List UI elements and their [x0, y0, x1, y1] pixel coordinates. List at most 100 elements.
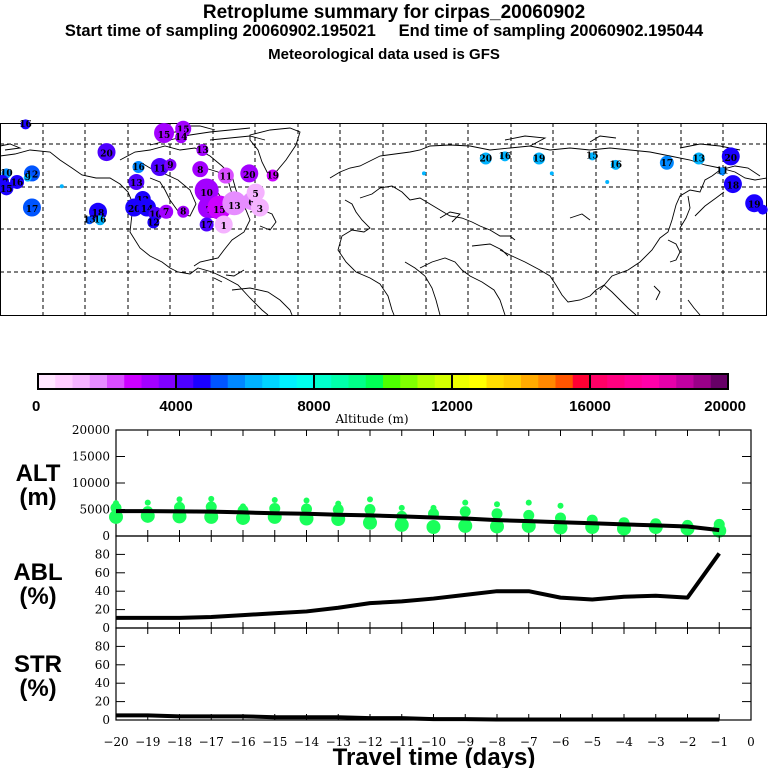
x-tick-label: −16 [230, 735, 255, 749]
y-tick-label: 10000 [72, 476, 110, 490]
trajectory-marker [659, 155, 674, 170]
marker-day-label: 5 [253, 190, 259, 200]
altitude-point [176, 496, 183, 503]
marker-day-label: 11 [220, 172, 233, 182]
panel-unit: (%) [19, 583, 56, 610]
altitude-point [394, 517, 409, 532]
trajectory-marker [479, 152, 492, 165]
x-tick-label: −11 [389, 735, 414, 749]
x-tick-label: −17 [199, 735, 224, 749]
panel-label: ABL [13, 559, 62, 586]
colorbar-swatch [227, 374, 246, 389]
altitude-point [144, 499, 151, 506]
marker-day-label: 13 [130, 179, 143, 189]
altitude-point [271, 496, 278, 503]
colorbar-swatch [296, 374, 315, 389]
panel-alt: 0 5000 10000 15000 20000 ALT(m) [16, 423, 752, 543]
y-tick-label: 15000 [72, 450, 110, 464]
marker-day-label: 6 [248, 199, 254, 209]
series-line [116, 552, 721, 620]
marker-day-label: 8 [180, 208, 186, 218]
marker-day-label: 15 [158, 131, 171, 141]
y-tick-label: 40 [95, 584, 110, 598]
altitude-point [426, 519, 441, 534]
colorbar-swatch [659, 374, 677, 389]
trajectory-marker [217, 167, 234, 184]
trajectory-marker [266, 169, 279, 182]
sampling-times: Start time of sampling 20060902.195021 E… [64, 22, 704, 40]
trajectory-marker [154, 122, 175, 143]
colorbar-swatch [710, 374, 729, 389]
map-panel: 1610171615129171813162016131191220141012… [0, 119, 768, 316]
colorbar-swatch [107, 374, 125, 389]
colorbar-swatch [590, 374, 608, 389]
colorbar-swatch [641, 374, 660, 389]
trajectory-marker [723, 175, 742, 194]
marker-day-label: 8 [197, 166, 203, 176]
marker-day-label: 9 [167, 161, 173, 171]
y-tick-label: 40 [95, 676, 110, 690]
x-tick-label: −5 [583, 735, 601, 749]
colorbar-label: Altitude (m) [334, 412, 408, 426]
x-tick-label: −9 [456, 735, 474, 749]
trajectory-marker [59, 184, 64, 189]
trajectory-marker [10, 174, 25, 189]
marker-day-label: 19 [266, 171, 279, 181]
x-tick-label: −20 [103, 735, 128, 749]
marker-day-label: 19 [748, 201, 761, 211]
marker-day-label: 16 [132, 163, 145, 173]
y-tick-label: 60 [95, 658, 110, 672]
colorbar-swatch [314, 374, 332, 389]
altitude-colorbar: 0 4000 8000 12000 16000 20000 [32, 373, 746, 415]
trajectory-marker [246, 183, 265, 202]
colorbar-swatch [572, 374, 591, 389]
trajectory-marker [159, 204, 174, 219]
altitude-point [557, 502, 564, 509]
colorbar-swatch [383, 374, 401, 389]
map-graticule [0, 123, 767, 315]
marker-day-label: 15 [586, 151, 599, 161]
trajectory-marker [192, 161, 209, 178]
panel-frame [115, 627, 752, 721]
marker-day-label: 10 [0, 169, 13, 179]
trajectory-marker [240, 164, 259, 183]
y-tick-label: 20 [95, 603, 110, 617]
altitude-point [208, 495, 215, 502]
time-series-panels: 05000100001500020000ALT(m)020406080ABL(%… [13, 423, 754, 768]
trajectory-marker [85, 216, 94, 225]
series-line [116, 509, 720, 533]
x-tick-label: −2 [679, 735, 697, 749]
altitude-point [363, 515, 377, 530]
colorbar-tick-label: 20000 [704, 398, 746, 415]
x-axis-label: Travel time (days) [333, 744, 536, 768]
coastlines [0, 125, 768, 316]
y-tick-label: 0 [102, 713, 110, 727]
x-tick-label: −8 [488, 735, 506, 749]
trajectory-marker [95, 215, 106, 226]
marker-day-label: 9 [25, 173, 31, 183]
panel-unit: (m) [19, 484, 56, 511]
x-tick-label: −1 [710, 735, 728, 749]
panel-abl: 0 20 40 60 80 ABL(%) [13, 535, 752, 635]
trajectory-marker [0, 181, 14, 196]
colorbar-tick-label: 0 [32, 398, 40, 415]
altitude-point [712, 523, 727, 538]
colorbar-swatch [624, 374, 643, 389]
x-tick-label: −19 [135, 735, 160, 749]
colorbar-swatch [55, 374, 73, 389]
panel-label: STR [14, 651, 62, 678]
x-tick-label: 0 [747, 735, 755, 749]
marker-day-label: 13 [196, 146, 209, 156]
colorbar-swatch [676, 374, 694, 389]
trajectory-marker [222, 191, 247, 216]
colorbar-swatch [400, 374, 418, 389]
trajectory-marker [194, 178, 219, 203]
colorbar-swatch [210, 374, 229, 389]
colorbar-swatch [262, 374, 280, 389]
colorbar-swatch [158, 374, 177, 389]
colorbar-swatch [452, 374, 470, 389]
trajectory-marker [147, 216, 160, 229]
colorbar-swatch [279, 374, 298, 389]
